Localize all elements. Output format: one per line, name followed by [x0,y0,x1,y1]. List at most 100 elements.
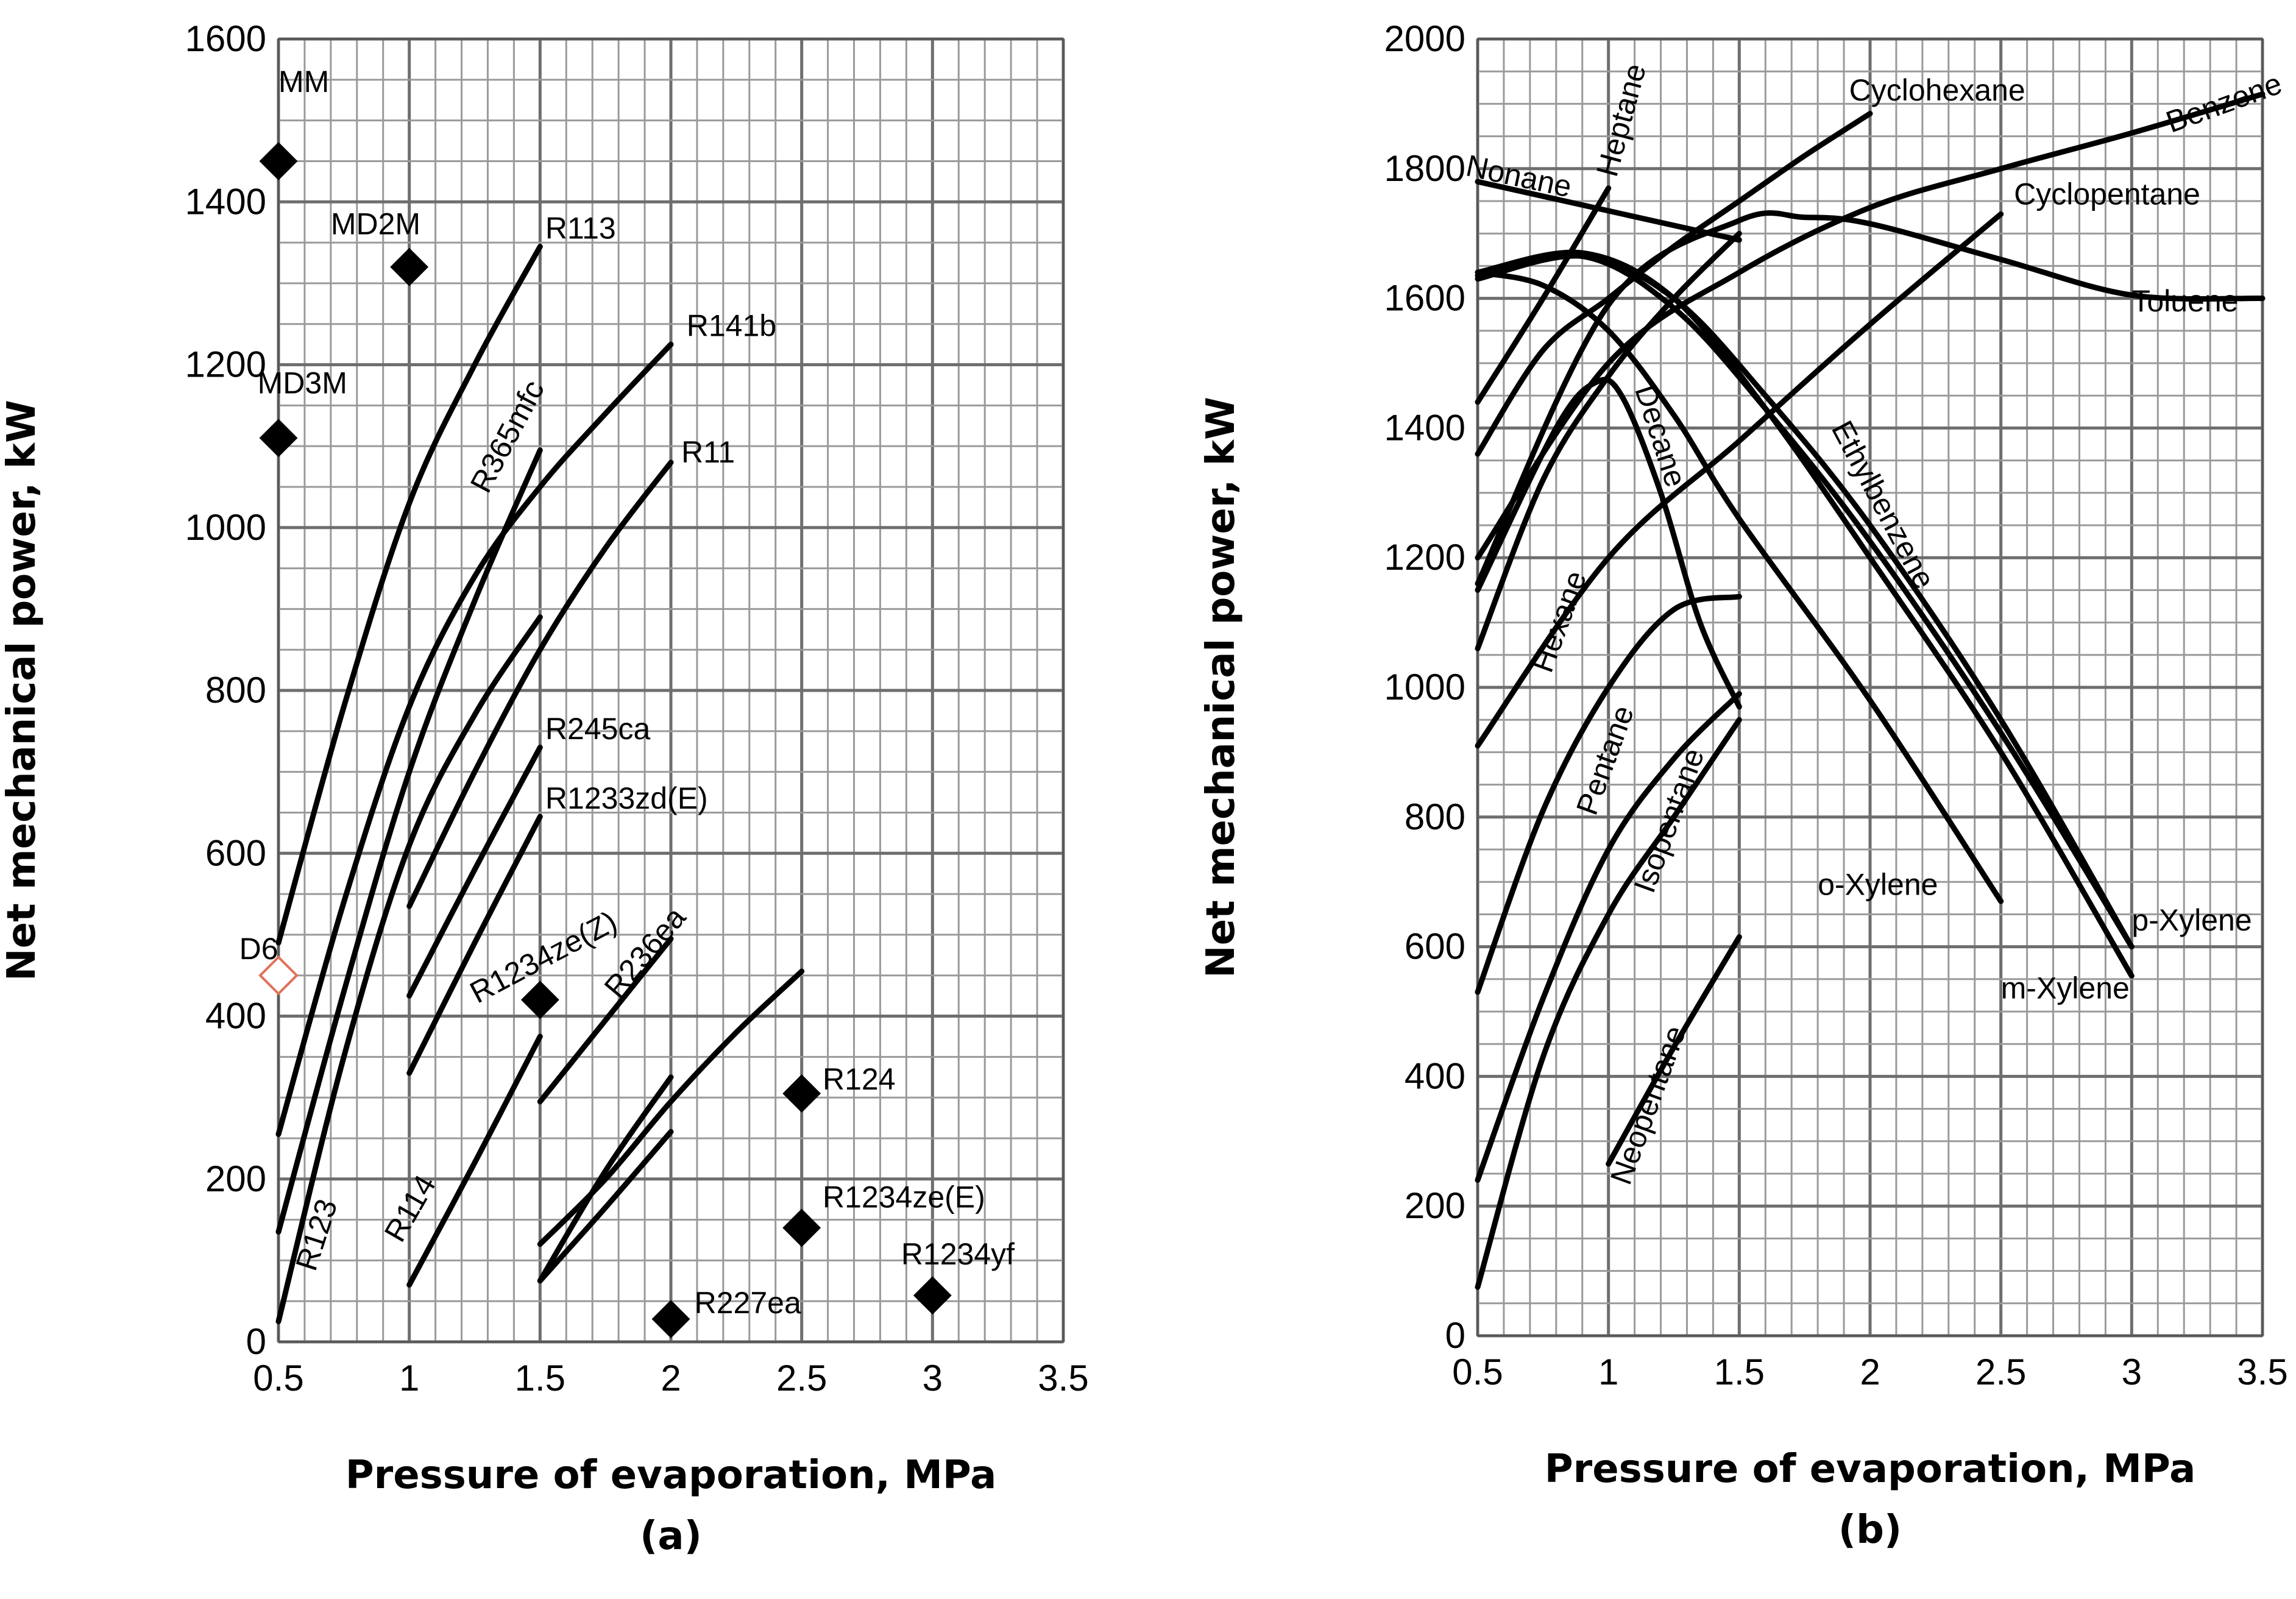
series-label-r113: R113 [545,211,616,245]
x-tick-label: 2.5 [1975,1352,2026,1392]
panel-label: (a) [640,1514,702,1559]
point-label-md3m: MD3M [258,366,347,400]
y-tick-label: 1600 [185,18,266,59]
x-tick-label: 1 [399,1358,419,1399]
y-tick-label: 400 [1405,1055,1465,1096]
y-tick-label: 1000 [185,507,266,548]
series-label-r365mfc: R365mfc [464,375,551,498]
series-line-neopentane [1606,934,1742,1167]
series-label-pentane: Pentane [1570,701,1640,819]
x-tick-label: 1.5 [515,1358,565,1399]
y-tick-label: 400 [205,996,266,1037]
x-tick-label: 1.5 [1714,1352,1765,1392]
points-group-a: MM MD2M MD3M D6 R124 R1234ze(E) R1234yf R227ea [239,65,1015,1338]
data-point-r1234ze-z-point [520,980,559,1019]
point-label-r124: R124 [823,1062,896,1096]
series-label-nonane: Nonane [1463,148,1575,204]
series-line-pentane [1475,594,1742,995]
y-tick-label: 1800 [1384,148,1465,189]
series-line-unlabeled-2-5mpa [537,968,805,1247]
x-tick-label: 3 [2122,1352,2142,1392]
series-label-neopentane: Neopentane [1604,1021,1693,1189]
x-axis-label: Pressure of evaporation, MPa [345,1453,997,1498]
series-label-cyclohexane: Cyclohexane [1849,73,2025,107]
y-tick-label: 1200 [185,344,266,385]
point-label-r227ea: R227ea [695,1286,801,1320]
point-label-d6: D6 [239,932,278,966]
data-point-r1234yf [913,1276,952,1315]
x-tick-label: 3.5 [1038,1358,1088,1399]
point-label-md2m: MD2M [331,207,420,241]
series-line-r236ea [537,1074,674,1284]
series-line-r1233zd-e [406,814,543,1076]
y-tick-label: 2000 [1384,18,1465,59]
data-point-r227ea [651,1300,690,1338]
series-label-heptane: Heptane [1590,60,1653,180]
series-label-toluene: Toluene [2131,284,2238,318]
plot-frame [277,38,1065,1343]
series-line-unlabeled-lowest [1475,717,1742,1290]
series-line-toluene [1475,210,2266,587]
series-line-hexane [1475,230,1742,651]
series-line-p-xylene [1475,252,2135,950]
y-tick-label: 800 [205,670,266,711]
series-line-r114 [406,1034,543,1288]
series-line-decane [1475,377,1742,710]
y-tick-label: 0 [1445,1315,1465,1356]
series-line-o-xylene [1475,269,2004,904]
x-tick-label: 0.5 [253,1358,303,1399]
series-line-r245ca [406,745,543,999]
series-line-r1234ze-z [537,936,674,1105]
y-tick-label: 600 [1405,926,1465,967]
data-point-md3m [259,419,298,458]
plot-frame [1476,38,2264,1337]
data-point-mm [259,142,298,180]
series-label-cyclopentane: Cyclopentane [2014,177,2200,211]
series-label-o-xylene: o-Xylene [1818,867,1938,901]
x-axis-label: Pressure of evaporation, MPa [1545,1447,2196,1492]
series-group-b: Nonane Heptane Cyclohexane Benzene Toluene Cy… [1463,60,2286,1290]
data-point-d6 [258,955,299,996]
y-axis-label: Net mechanical power, kW [0,400,44,981]
series-label-p-xylene: p-Xylene [2131,903,2252,937]
series-line-cyclopentane [1475,211,2004,749]
y-axis-label: Net mechanical power, kW [1199,397,1244,978]
x-tick-label: 2 [661,1358,681,1399]
y-tick-label: 200 [205,1158,266,1199]
y-tick-label: 200 [1405,1185,1465,1226]
point-label-r1234yf: R1234yf [901,1237,1015,1271]
data-point-r124 [782,1074,821,1113]
point-label-r1234ze-e: R1234ze(E) [823,1180,985,1214]
grid-b [1476,37,2264,1338]
data-point-md2m [390,247,429,286]
y-tick-label: 1600 [1384,278,1465,319]
series-line-r365mfc [275,447,543,1235]
point-label-mm: MM [278,65,329,99]
series-line-r123 [275,614,543,1325]
series-label-r141b: R141b [687,309,776,343]
y-tick-label: 1000 [1384,667,1465,707]
x-tick-label: 3 [923,1358,943,1399]
series-line-m-xylene [1475,249,2135,979]
chart-panel-a: 0.5 1 1.5 2 2.5 3 3.5 0 200 400 600 800 1000 1200 1400… [0,18,1089,1559]
y-tick-label: 600 [205,832,266,873]
y-tick-label: 1200 [1384,537,1465,578]
series-label-r245ca: R245ca [545,712,651,746]
series-label-benzene: Benzene [2161,66,2286,139]
data-point-r1234ze-e [782,1208,821,1247]
series-label-m-xylene: m-Xylene [2001,971,2130,1005]
x-tick-label: 1 [1598,1352,1618,1392]
x-tick-label: 0.5 [1452,1352,1503,1392]
series-line-unlabeled-2-0mpa [537,1129,674,1284]
series-line-heptane [1475,185,1612,405]
x-tick-label: 2 [1860,1352,1880,1392]
y-tick-label: 0 [246,1321,266,1362]
y-tick-label: 1400 [185,181,266,222]
series-line-r11 [406,459,674,909]
x-tick-label: 2.5 [776,1358,827,1399]
panel-label: (b) [1838,1508,1902,1553]
y-tick-label: 800 [1405,796,1465,837]
series-label-r1233zd-e: R1233zd(E) [545,781,708,815]
series-label-r11: R11 [681,435,735,469]
